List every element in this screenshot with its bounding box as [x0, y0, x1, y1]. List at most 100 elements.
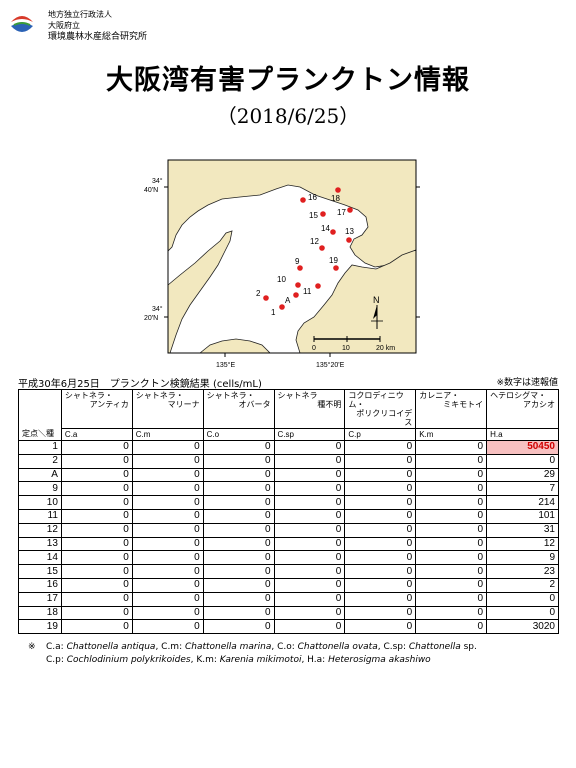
species-latin-name: Chattonella marina [184, 642, 272, 652]
value-cell: 31 [486, 522, 559, 538]
value-cell: 0 [344, 481, 417, 497]
station-13-label: 13 [345, 227, 354, 236]
value-cell: 0 [60, 605, 133, 621]
species-code: H.a [486, 428, 559, 441]
value-cell: 0 [60, 550, 133, 566]
osaka-bay-map: 34° 40'N 34° 20'N 135°E 135°20'E 0 10 20… [144, 159, 420, 369]
value-cell: 0 [344, 522, 417, 538]
value-cell: 0 [486, 605, 559, 621]
species-name-line1: ヘテロシグマ・ [490, 391, 547, 400]
species-latin-name: Cochlodinium polykrikoides [66, 655, 191, 665]
value-cell: 0 [273, 564, 346, 579]
species-code: C.m [131, 428, 204, 441]
value-cell: 0 [344, 508, 417, 524]
value-cell: 0 [202, 440, 275, 455]
scale-label-20: 20 km [376, 345, 395, 352]
station-19-marker [333, 265, 339, 271]
table-row: 12 0 0 0 0 0 0 31 [18, 522, 559, 538]
species-name-line2: アンティカ [89, 400, 129, 409]
corner-header: 定点＼種 [18, 389, 62, 441]
station-11-label: 11 [303, 287, 312, 296]
map-land-awaji [167, 230, 233, 354]
notes-line2: C.p: Cochlodinium polykrikoides, K.m: Ka… [46, 654, 477, 667]
org-logo: 地方独立行政法人 大阪府立 環境農林水産総合研究所 [8, 8, 208, 48]
value-cell: 214 [486, 495, 559, 510]
lat-bottom-min: 20'N [144, 315, 158, 322]
lat-top-min: 40'N [144, 187, 158, 194]
species-notes: ※ C.a: Chattonella antiqua, C.m: Chattone… [28, 641, 477, 667]
value-cell: 0 [131, 481, 204, 497]
station-10-label: 10 [277, 275, 286, 284]
species-header: シャトネラ・ オバータ [202, 389, 275, 429]
species-latin-name: Heterosigma akashiwo [328, 655, 431, 665]
table-row: 16 0 0 0 0 0 0 2 [18, 577, 559, 593]
value-cell: 0 [273, 591, 346, 607]
station-A-label: A [285, 296, 291, 305]
station-cell: 11 [18, 508, 62, 524]
value-cell: 0 [344, 453, 417, 469]
station-cell: 10 [18, 495, 62, 510]
station-10-marker [295, 282, 301, 288]
station-cell: 9 [18, 481, 62, 497]
value-cell: 0 [60, 536, 133, 552]
value-cell: 0 [202, 605, 275, 621]
species-name-line2: ポリクリコイデス [356, 409, 413, 427]
notes-text: C.a: [46, 642, 67, 652]
station-12-label: 12 [310, 237, 319, 246]
value-cell: 9 [486, 550, 559, 566]
station-9-label: 9 [295, 257, 300, 266]
station-2-marker [263, 295, 269, 301]
value-cell: 0 [273, 453, 346, 469]
notes-text: sp. [460, 642, 477, 652]
species-header: シャトネラ・ マリーナ [131, 389, 204, 429]
value-cell: 0 [60, 467, 133, 483]
species-name-line2: マリーナ [167, 400, 200, 409]
map-frame [167, 159, 417, 354]
value-cell: 0 [60, 591, 133, 607]
station-cell: 18 [18, 605, 62, 621]
species-code: C.o [202, 428, 275, 441]
value-cell: 101 [486, 508, 559, 524]
species-name-line1: シャトネラ・ [206, 391, 255, 400]
species-code: C.sp [273, 428, 346, 441]
table-row: A 0 0 0 0 0 0 29 [18, 467, 559, 483]
station-16-label: 16 [308, 193, 317, 202]
lat-top-deg: 34° [152, 177, 163, 185]
table-row: 18 0 0 0 0 0 0 0 [18, 605, 559, 621]
notes-text: , C.o: [271, 642, 298, 652]
org-emblem-icon [11, 16, 33, 32]
value-cell: 0 [202, 481, 275, 497]
value-cell: 0 [344, 550, 417, 566]
notes-text: , C.m: [155, 642, 185, 652]
value-cell: 0 [202, 550, 275, 566]
lon-left: 135°E [216, 361, 235, 369]
station-18-marker [335, 187, 341, 193]
table-caption: 平成30年6月25日 プランクトン検鏡結果 (cells/mL) [18, 379, 262, 390]
table-row: 15 0 0 0 0 0 0 23 [18, 564, 559, 579]
station-markers: 1 2 A 9 10 11 12 13 14 15 16 17 18 19 [256, 187, 354, 317]
value-cell: 0 [131, 522, 204, 538]
value-cell: 0 [202, 508, 275, 524]
value-cell: 0 [202, 591, 275, 607]
station-A-marker [293, 292, 299, 298]
table-row: 14 0 0 0 0 0 0 9 [18, 550, 559, 566]
org-line3: 環境農林水産総合研究所 [48, 32, 148, 42]
value-cell: 0 [131, 550, 204, 566]
table-row: 11 0 0 0 0 0 0 101 [18, 508, 559, 524]
value-cell: 0 [415, 495, 488, 510]
value-cell: 0 [60, 619, 133, 635]
value-cell: 0 [131, 536, 204, 552]
station-2-label: 2 [256, 289, 261, 298]
north-arrow-icon: N [371, 295, 383, 329]
value-cell: 0 [131, 619, 204, 635]
station-12-marker [319, 245, 325, 251]
scale-bar: 0 10 20 km [312, 336, 395, 352]
value-cell: 0 [486, 591, 559, 607]
station-cell: A [18, 467, 62, 483]
species-name-line2: オバータ [238, 400, 271, 409]
value-cell: 0 [344, 467, 417, 483]
station-17-label: 17 [337, 208, 346, 217]
table-row: 10 0 0 0 0 0 0 214 [18, 495, 559, 510]
value-cell: 0 [60, 495, 133, 510]
